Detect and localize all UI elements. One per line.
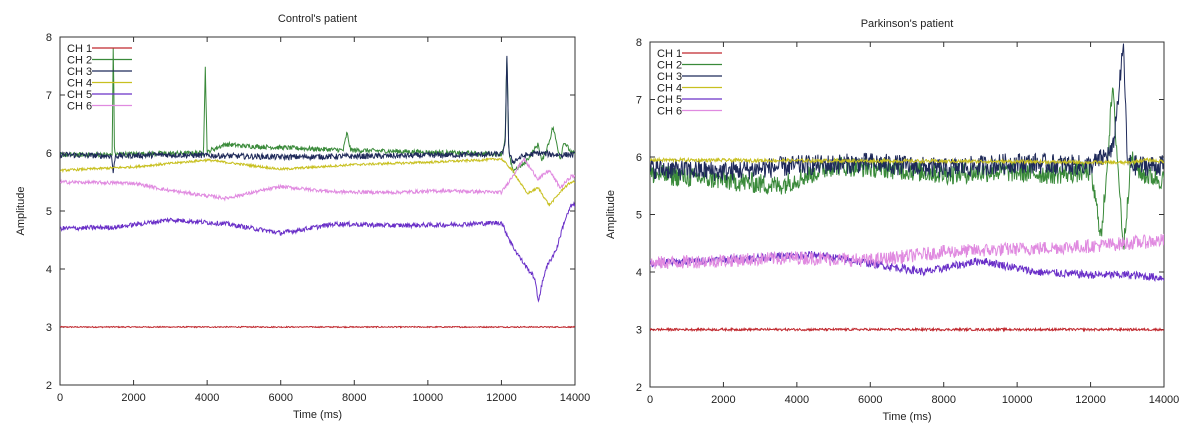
legend-label: CH 6 bbox=[67, 101, 92, 113]
legend-label: CH 4 bbox=[657, 83, 682, 95]
x-tick-label: 14000 bbox=[1149, 394, 1180, 406]
x-tick-label: 2000 bbox=[711, 394, 735, 406]
y-tick-label: 4 bbox=[46, 264, 52, 276]
x-tick-label: 0 bbox=[57, 392, 63, 404]
x-tick-label: 10000 bbox=[413, 392, 444, 404]
x-tick-label: 10000 bbox=[1002, 394, 1033, 406]
y-tick-label: 8 bbox=[46, 32, 52, 44]
x-tick-label: 2000 bbox=[121, 392, 145, 404]
y-tick-label: 7 bbox=[636, 95, 642, 107]
chart-title: Parkinson's patient bbox=[861, 18, 954, 30]
x-tick-label: 4000 bbox=[195, 392, 219, 404]
series-line-ch6 bbox=[650, 233, 1164, 270]
series-line-ch3 bbox=[650, 43, 1164, 182]
x-tick-label: 4000 bbox=[785, 394, 809, 406]
x-tick-label: 6000 bbox=[268, 392, 292, 404]
legend-label: CH 3 bbox=[67, 66, 92, 78]
legend-label: CH 2 bbox=[67, 55, 92, 67]
y-tick-label: 5 bbox=[46, 206, 52, 218]
series-line-ch2 bbox=[650, 87, 1164, 250]
x-tick-label: 0 bbox=[647, 394, 653, 406]
series-line-ch6 bbox=[60, 157, 575, 202]
legend-label: CH 5 bbox=[67, 89, 92, 101]
y-tick-label: 8 bbox=[636, 37, 642, 49]
x-tick-label: 8000 bbox=[931, 394, 955, 406]
legend-label: CH 3 bbox=[657, 71, 682, 83]
y-tick-label: 2 bbox=[46, 380, 52, 392]
x-tick-label: 12000 bbox=[486, 392, 517, 404]
legend-label: CH 5 bbox=[657, 94, 682, 106]
y-tick-label: 3 bbox=[636, 325, 642, 337]
series-line-ch5 bbox=[60, 201, 575, 303]
y-axis-label: Amplitude bbox=[605, 190, 617, 239]
parkinson-chart: Parkinson's patient 0 2000 4000 6000 8000 1000… bbox=[605, 18, 1179, 423]
y-tick-label: 3 bbox=[46, 322, 52, 334]
series-line-ch1 bbox=[60, 325, 575, 329]
y-tick-label: 2 bbox=[636, 382, 642, 394]
y-tick-label: 5 bbox=[636, 210, 642, 222]
chart-title: Control's patient bbox=[278, 13, 357, 25]
plot-frame bbox=[59, 36, 576, 386]
x-tick-label: 6000 bbox=[858, 394, 882, 406]
y-axis-label: Amplitude bbox=[15, 187, 27, 236]
y-tick-label: 6 bbox=[46, 148, 52, 160]
legend-label: CH 1 bbox=[657, 48, 682, 60]
y-tick-label: 6 bbox=[636, 152, 642, 164]
legend-label: CH 6 bbox=[657, 106, 682, 118]
legend-label: CH 4 bbox=[67, 78, 92, 90]
plot-frame bbox=[649, 41, 1165, 388]
x-axis-label: Time (ms) bbox=[293, 409, 342, 421]
legend-label: CH 1 bbox=[67, 43, 92, 55]
series-line-ch3 bbox=[60, 55, 575, 174]
series-line-ch4 bbox=[650, 156, 1164, 166]
x-tick-label: 8000 bbox=[342, 392, 366, 404]
x-tick-label: 14000 bbox=[560, 392, 591, 404]
x-axis-label: Time (ms) bbox=[882, 411, 931, 423]
legend-label: CH 2 bbox=[657, 60, 682, 72]
series-line-ch1 bbox=[650, 326, 1164, 333]
x-tick-label: 12000 bbox=[1075, 394, 1106, 406]
y-tick-label: 7 bbox=[46, 90, 52, 102]
control-chart: Control's patient 0 2000 4000 6000 8000 10000 1… bbox=[15, 13, 590, 421]
y-tick-label: 4 bbox=[636, 267, 642, 279]
series-line-ch4 bbox=[60, 157, 575, 207]
